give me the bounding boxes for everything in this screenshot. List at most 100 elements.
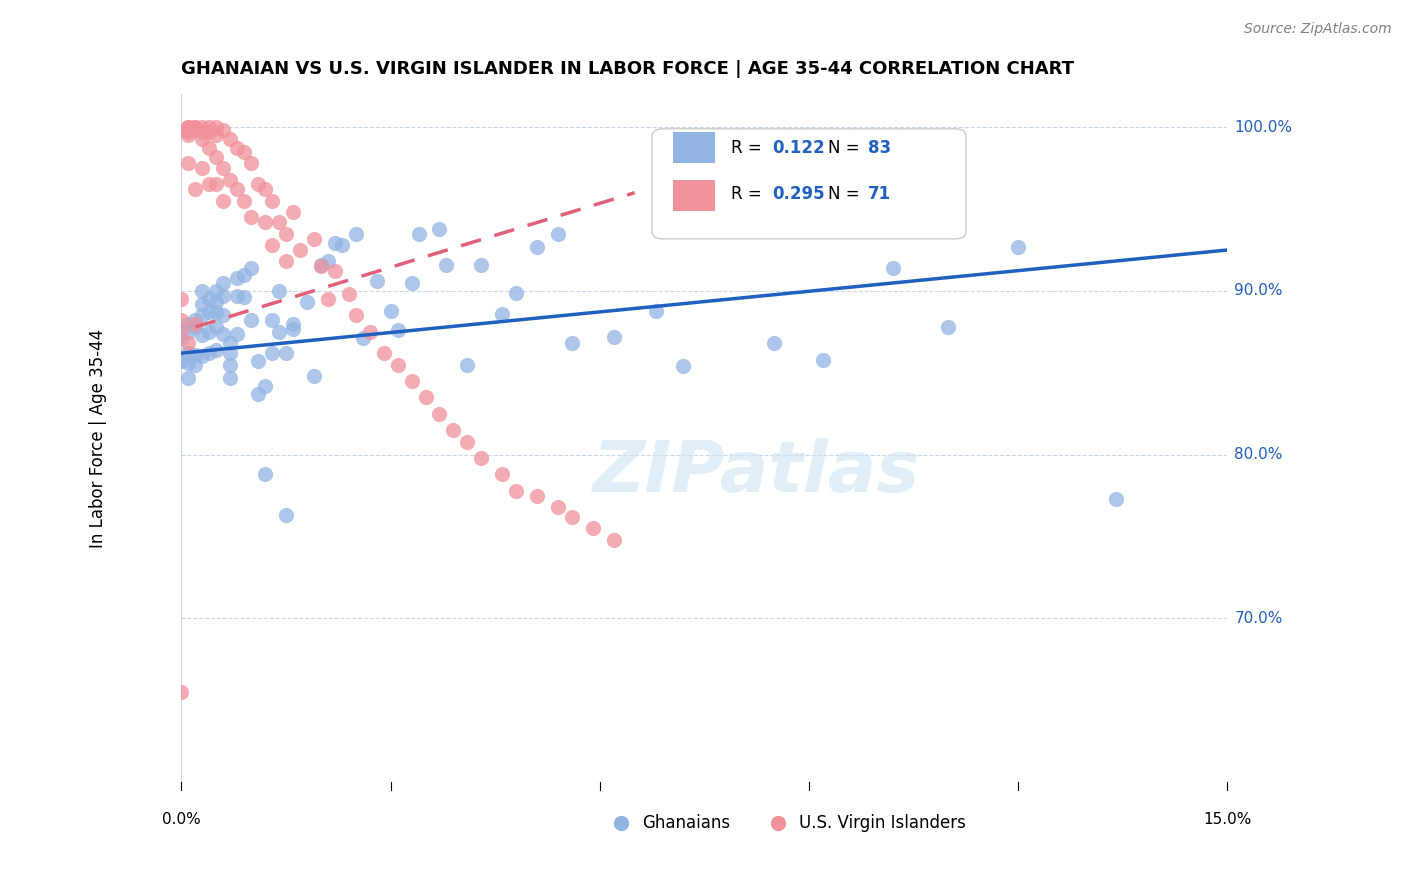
Point xyxy=(323,264,346,278)
Point xyxy=(380,303,402,318)
Text: 80.0%: 80.0% xyxy=(1234,447,1282,462)
Point xyxy=(373,346,395,360)
Point xyxy=(429,221,451,235)
Point xyxy=(233,145,256,159)
Text: 15.0%: 15.0% xyxy=(1204,812,1251,827)
Point xyxy=(547,227,569,241)
Point xyxy=(254,182,277,196)
Point xyxy=(191,284,214,298)
FancyBboxPatch shape xyxy=(673,180,714,211)
Point xyxy=(170,331,193,345)
Point xyxy=(184,320,207,334)
Point xyxy=(262,238,284,252)
Point xyxy=(262,346,284,360)
Point xyxy=(672,359,695,374)
Point xyxy=(191,309,214,323)
Point xyxy=(267,215,290,229)
Text: 100.0%: 100.0% xyxy=(1234,120,1292,135)
Point xyxy=(505,285,527,300)
Point xyxy=(170,685,193,699)
Point xyxy=(198,178,221,192)
Point xyxy=(191,131,214,145)
Point xyxy=(177,128,200,143)
Point xyxy=(219,346,242,360)
Point xyxy=(281,321,304,335)
Text: ZIPatlas: ZIPatlas xyxy=(593,438,921,508)
Text: 0.122: 0.122 xyxy=(772,139,825,157)
Text: 70.0%: 70.0% xyxy=(1234,611,1282,626)
Point xyxy=(337,287,360,301)
Point xyxy=(456,358,478,372)
Point xyxy=(177,125,200,139)
Point xyxy=(526,489,548,503)
Text: U.S. Virgin Islanders: U.S. Virgin Islanders xyxy=(799,814,966,832)
Point xyxy=(205,178,228,192)
Point xyxy=(170,292,193,306)
Point xyxy=(262,313,284,327)
Point xyxy=(177,123,200,137)
Point xyxy=(184,123,207,137)
Point xyxy=(226,289,249,303)
Point xyxy=(240,260,263,275)
Point xyxy=(226,326,249,341)
Point xyxy=(219,336,242,351)
Point xyxy=(198,292,221,306)
Point xyxy=(274,254,297,268)
Point xyxy=(938,320,960,334)
Point xyxy=(184,317,207,331)
Point xyxy=(191,328,214,343)
Point xyxy=(456,434,478,449)
Point xyxy=(205,284,228,298)
Point xyxy=(226,270,249,285)
Point xyxy=(240,156,263,170)
Text: N =: N = xyxy=(828,186,865,203)
Point xyxy=(603,533,626,547)
Point xyxy=(184,182,207,196)
Point xyxy=(170,313,193,327)
Point xyxy=(226,182,249,196)
Point xyxy=(226,141,249,155)
Text: In Labor Force | Age 35-44: In Labor Force | Age 35-44 xyxy=(89,329,107,548)
Point xyxy=(387,358,409,372)
Point xyxy=(247,387,270,401)
Point xyxy=(205,128,228,143)
Point xyxy=(547,500,569,514)
Point xyxy=(184,313,207,327)
Text: 90.0%: 90.0% xyxy=(1234,284,1282,299)
Point xyxy=(177,156,200,170)
Point xyxy=(644,303,666,318)
Point xyxy=(198,120,221,135)
Point xyxy=(408,227,430,241)
Point xyxy=(205,343,228,357)
Point xyxy=(415,390,437,404)
Point xyxy=(491,307,513,321)
Text: Ghanaians: Ghanaians xyxy=(641,814,730,832)
Point xyxy=(212,309,235,323)
Point xyxy=(177,120,200,135)
FancyBboxPatch shape xyxy=(673,132,714,163)
Point xyxy=(212,289,235,303)
Point xyxy=(254,379,277,393)
Point xyxy=(295,295,318,310)
Point xyxy=(882,260,904,275)
Point xyxy=(316,292,339,306)
Point xyxy=(302,369,325,384)
Point xyxy=(191,125,214,139)
Point xyxy=(366,274,388,288)
Text: 0.0%: 0.0% xyxy=(162,812,201,827)
Point xyxy=(191,297,214,311)
Point xyxy=(302,231,325,245)
Point xyxy=(387,323,409,337)
Point xyxy=(561,509,583,524)
Point xyxy=(526,240,548,254)
Point xyxy=(352,331,374,345)
Point xyxy=(582,521,605,535)
Point xyxy=(561,336,583,351)
Point xyxy=(184,358,207,372)
Point xyxy=(323,236,346,251)
Point xyxy=(177,120,200,135)
Point xyxy=(240,211,263,225)
Text: 0.295: 0.295 xyxy=(772,186,825,203)
Point xyxy=(254,215,277,229)
Point xyxy=(330,238,353,252)
